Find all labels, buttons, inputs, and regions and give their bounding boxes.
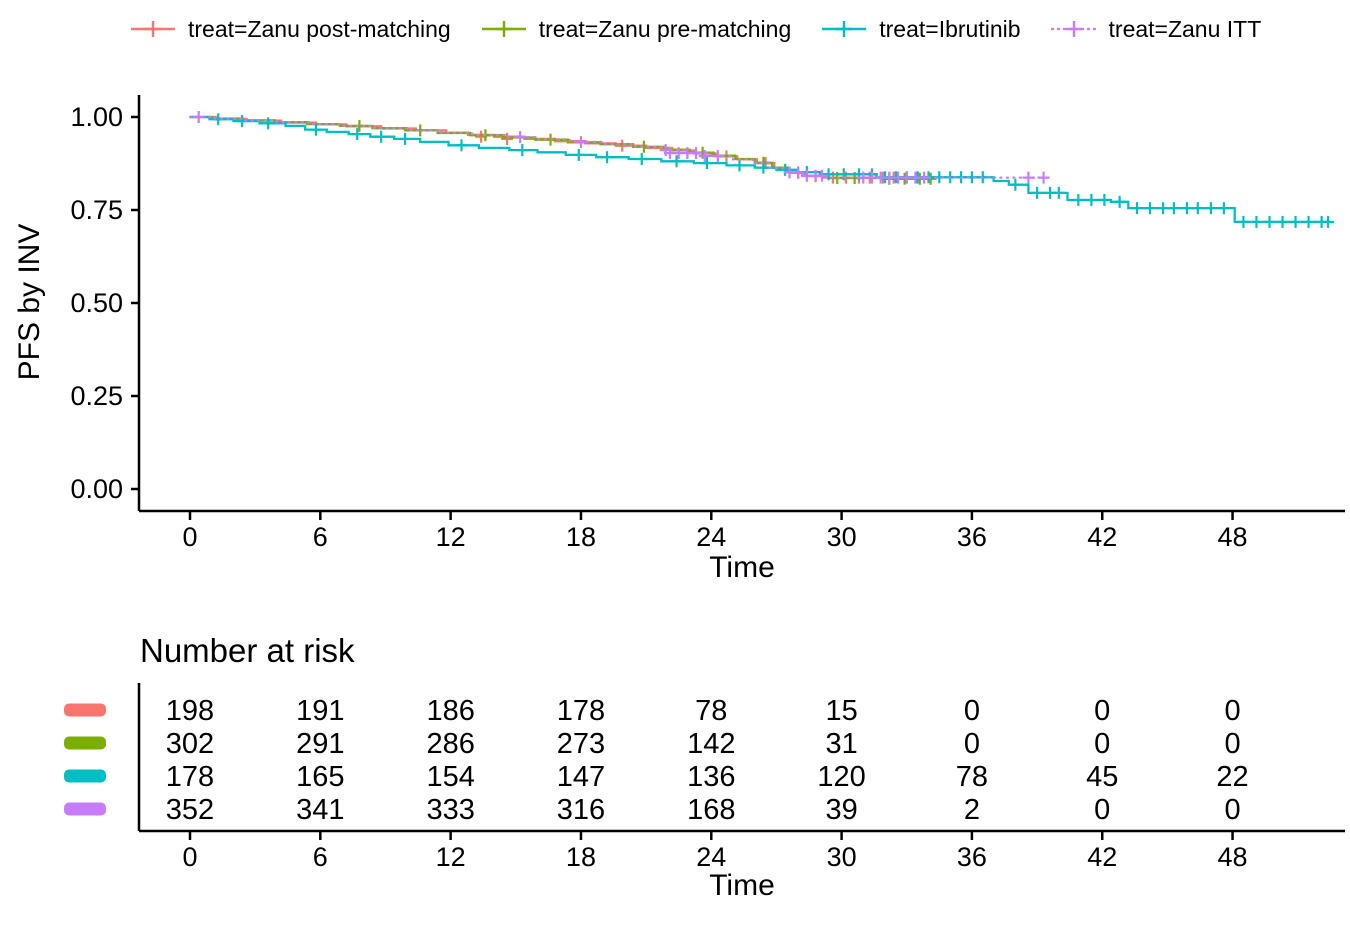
risk-count: 39 [825, 794, 857, 826]
risk-count: 291 [296, 728, 344, 760]
x-tick-label: 42 [1087, 522, 1117, 552]
risk-count: 78 [956, 761, 988, 793]
legend-item-4: treat=Zanu ITT [1050, 15, 1262, 42]
legend-item-2: treat=Zanu pre-matching [481, 15, 792, 42]
risk-count: 0 [1094, 794, 1110, 826]
risk-row-swatch [64, 802, 106, 816]
risk-count: 168 [687, 794, 735, 826]
risk-x-tick-label: 48 [1218, 842, 1248, 872]
risk-count: 0 [1224, 728, 1240, 760]
x-tick-label: 18 [566, 522, 596, 552]
risk-count: 341 [296, 794, 344, 826]
risk-count: 0 [1224, 794, 1240, 826]
risk-count: 0 [964, 728, 980, 760]
risk-count: 316 [557, 794, 605, 826]
risk-count: 186 [426, 695, 474, 727]
risk-x-tick-label: 18 [566, 842, 596, 872]
legend-label: treat=Ibrutinib [879, 15, 1021, 42]
x-tick-label: 24 [696, 522, 726, 552]
x-tick-label: 12 [436, 522, 466, 552]
risk-count: 147 [557, 761, 605, 793]
legend-key-icon [481, 21, 526, 37]
risk-count: 0 [964, 695, 980, 727]
risk-row-swatch [64, 703, 106, 717]
legend-item-1: treat=Zanu post-matching [130, 16, 451, 42]
risk-count: 142 [687, 728, 735, 760]
risk-count: 178 [166, 761, 214, 793]
x-axis-title: Time [709, 551, 775, 584]
risk-x-tick-label: 36 [957, 842, 987, 872]
risk-count: 352 [166, 794, 214, 826]
risk-count: 136 [687, 761, 735, 793]
risk-count: 286 [426, 728, 474, 760]
risk-row-swatch [64, 736, 106, 750]
risk-count: 273 [557, 728, 605, 760]
risk-count: 31 [825, 728, 857, 760]
risk-count: 120 [817, 761, 865, 793]
risk-count: 0 [1224, 695, 1240, 727]
risk-count: 154 [426, 761, 474, 793]
risk-x-tick-label: 0 [182, 842, 197, 872]
y-axis-title: PFS by INV [13, 223, 46, 381]
y-tick-label: 0.75 [70, 195, 123, 225]
legend-label: treat=Zanu ITT [1108, 15, 1262, 42]
x-tick-label: 6 [313, 522, 328, 552]
y-tick-label: 0.50 [70, 288, 123, 318]
y-tick-label: 1.00 [70, 102, 123, 132]
y-tick-label: 0.00 [70, 474, 123, 504]
risk-count: 178 [557, 695, 605, 727]
risk-x-tick-label: 12 [436, 842, 466, 872]
risk-row-swatch [64, 769, 106, 783]
risk-count: 2 [964, 794, 980, 826]
x-tick-label: 0 [182, 522, 197, 552]
legend-key-icon [131, 21, 175, 37]
risk-count: 0 [1094, 728, 1110, 760]
risk-table-x-axis-title: Time [709, 869, 775, 902]
risk-count: 45 [1086, 761, 1118, 793]
risk-count: 78 [695, 695, 727, 727]
risk-count: 165 [296, 761, 344, 793]
risk-count: 191 [296, 695, 344, 727]
legend-label: treat=Zanu post-matching [188, 15, 451, 42]
risk-count: 0 [1094, 695, 1110, 727]
risk-count: 198 [166, 695, 214, 727]
risk-x-tick-label: 24 [696, 842, 726, 872]
legend-key-icon [1050, 21, 1097, 37]
legend-label: treat=Zanu pre-matching [538, 15, 792, 42]
x-tick-label: 30 [827, 522, 857, 552]
risk-table-title: Number at risk [140, 632, 355, 669]
plot-legend: treat=Zanu post-matching treat=Zanu pre-m… [130, 10, 1350, 48]
risk-x-tick-label: 42 [1087, 842, 1117, 872]
risk-count: 333 [426, 794, 474, 826]
risk-count: 22 [1216, 761, 1248, 793]
risk-count: 302 [166, 728, 214, 760]
km-curve [188, 115, 1050, 179]
risk-x-tick-label: 30 [827, 842, 857, 872]
risk-x-tick-label: 6 [313, 842, 328, 872]
km-curve [190, 115, 1331, 224]
x-tick-label: 48 [1218, 522, 1248, 552]
y-tick-label: 0.25 [70, 381, 123, 411]
risk-count: 15 [825, 695, 857, 727]
x-tick-label: 36 [957, 522, 987, 552]
legend-item-3: treat=Ibrutinib [821, 15, 1021, 42]
legend-key-icon [822, 21, 867, 37]
